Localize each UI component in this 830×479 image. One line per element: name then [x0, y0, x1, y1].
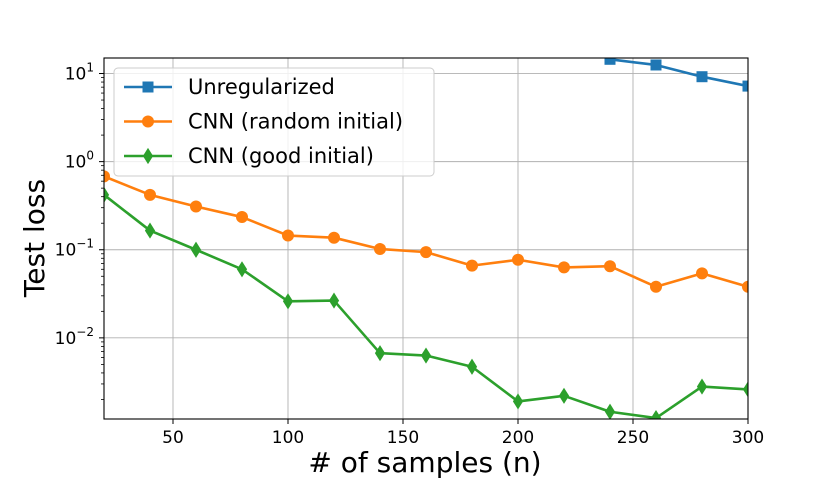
data-point [420, 347, 432, 364]
x-tick-label: 250 [617, 428, 649, 448]
series-cnn-random-initial [104, 170, 748, 293]
data-point [696, 71, 708, 83]
data-point [190, 241, 202, 258]
axis-ticks: 50 100 150 200 250 300 101 100 10−1 10−2 [55, 61, 765, 448]
series-line [104, 175, 748, 289]
legend-marker [142, 81, 154, 93]
data-point [742, 280, 748, 293]
data-point [144, 222, 156, 239]
data-point [282, 229, 294, 242]
data-point [650, 59, 662, 71]
y-axis-title: Test loss [18, 179, 51, 298]
data-point [512, 393, 524, 410]
data-point [466, 358, 478, 375]
data-point [742, 381, 748, 398]
x-tick-label: 150 [387, 428, 419, 448]
x-tick-label: 50 [162, 428, 184, 448]
plot-frame [103, 57, 749, 420]
data-point [512, 253, 524, 266]
y-tick-label: 100 [65, 149, 94, 173]
legend-entry: Unregularized [124, 75, 335, 99]
y-minor-ticks [101, 77, 104, 400]
data-point [742, 80, 748, 92]
data-point [144, 188, 156, 201]
data-point [104, 186, 110, 203]
x-tick-label: 200 [502, 428, 534, 448]
series-line [104, 193, 748, 419]
data-point [696, 378, 708, 395]
data-point [328, 292, 340, 309]
data-point [190, 200, 202, 213]
data-point [604, 58, 616, 65]
legend-label: Unregularized [188, 75, 335, 99]
data-point [374, 242, 386, 255]
legend-entry: CNN (random initial) [124, 110, 403, 134]
data-point [558, 261, 570, 274]
data-point [604, 403, 616, 419]
legend-entry: CNN (good initial) [124, 144, 374, 168]
legend: Unregularized CNN (random initial) CNN (go… [113, 67, 435, 177]
plot-series [104, 58, 748, 419]
data-point [696, 267, 708, 280]
x-axis-title: # of samples (n) [308, 446, 541, 479]
series-line [609, 58, 748, 88]
data-point [374, 345, 386, 362]
legend-entries: Unregularized CNN (random initial) CNN (go… [124, 75, 403, 168]
data-point [604, 260, 616, 273]
legend-box [113, 67, 435, 177]
data-point [466, 259, 478, 272]
legend-marker [142, 115, 154, 128]
data-point [236, 261, 248, 278]
data-point [282, 293, 294, 310]
series-cnn-good-initial [104, 186, 748, 419]
y-tick-label: 10−2 [55, 325, 94, 349]
data-point [558, 387, 570, 404]
legend-label: CNN (random initial) [188, 110, 403, 134]
legend-label: CNN (good initial) [188, 144, 374, 168]
y-tick-label: 10−1 [55, 237, 94, 261]
data-point [104, 170, 110, 183]
x-tick-label: 100 [272, 428, 304, 448]
y-tick-label: 101 [65, 61, 94, 85]
data-point [650, 280, 662, 293]
series-unregularized [604, 58, 748, 92]
data-point [236, 211, 248, 224]
legend-marker [142, 147, 154, 165]
data-point [420, 246, 432, 259]
x-tick-label: 300 [732, 428, 764, 448]
data-point [328, 231, 340, 244]
data-point [650, 409, 662, 419]
